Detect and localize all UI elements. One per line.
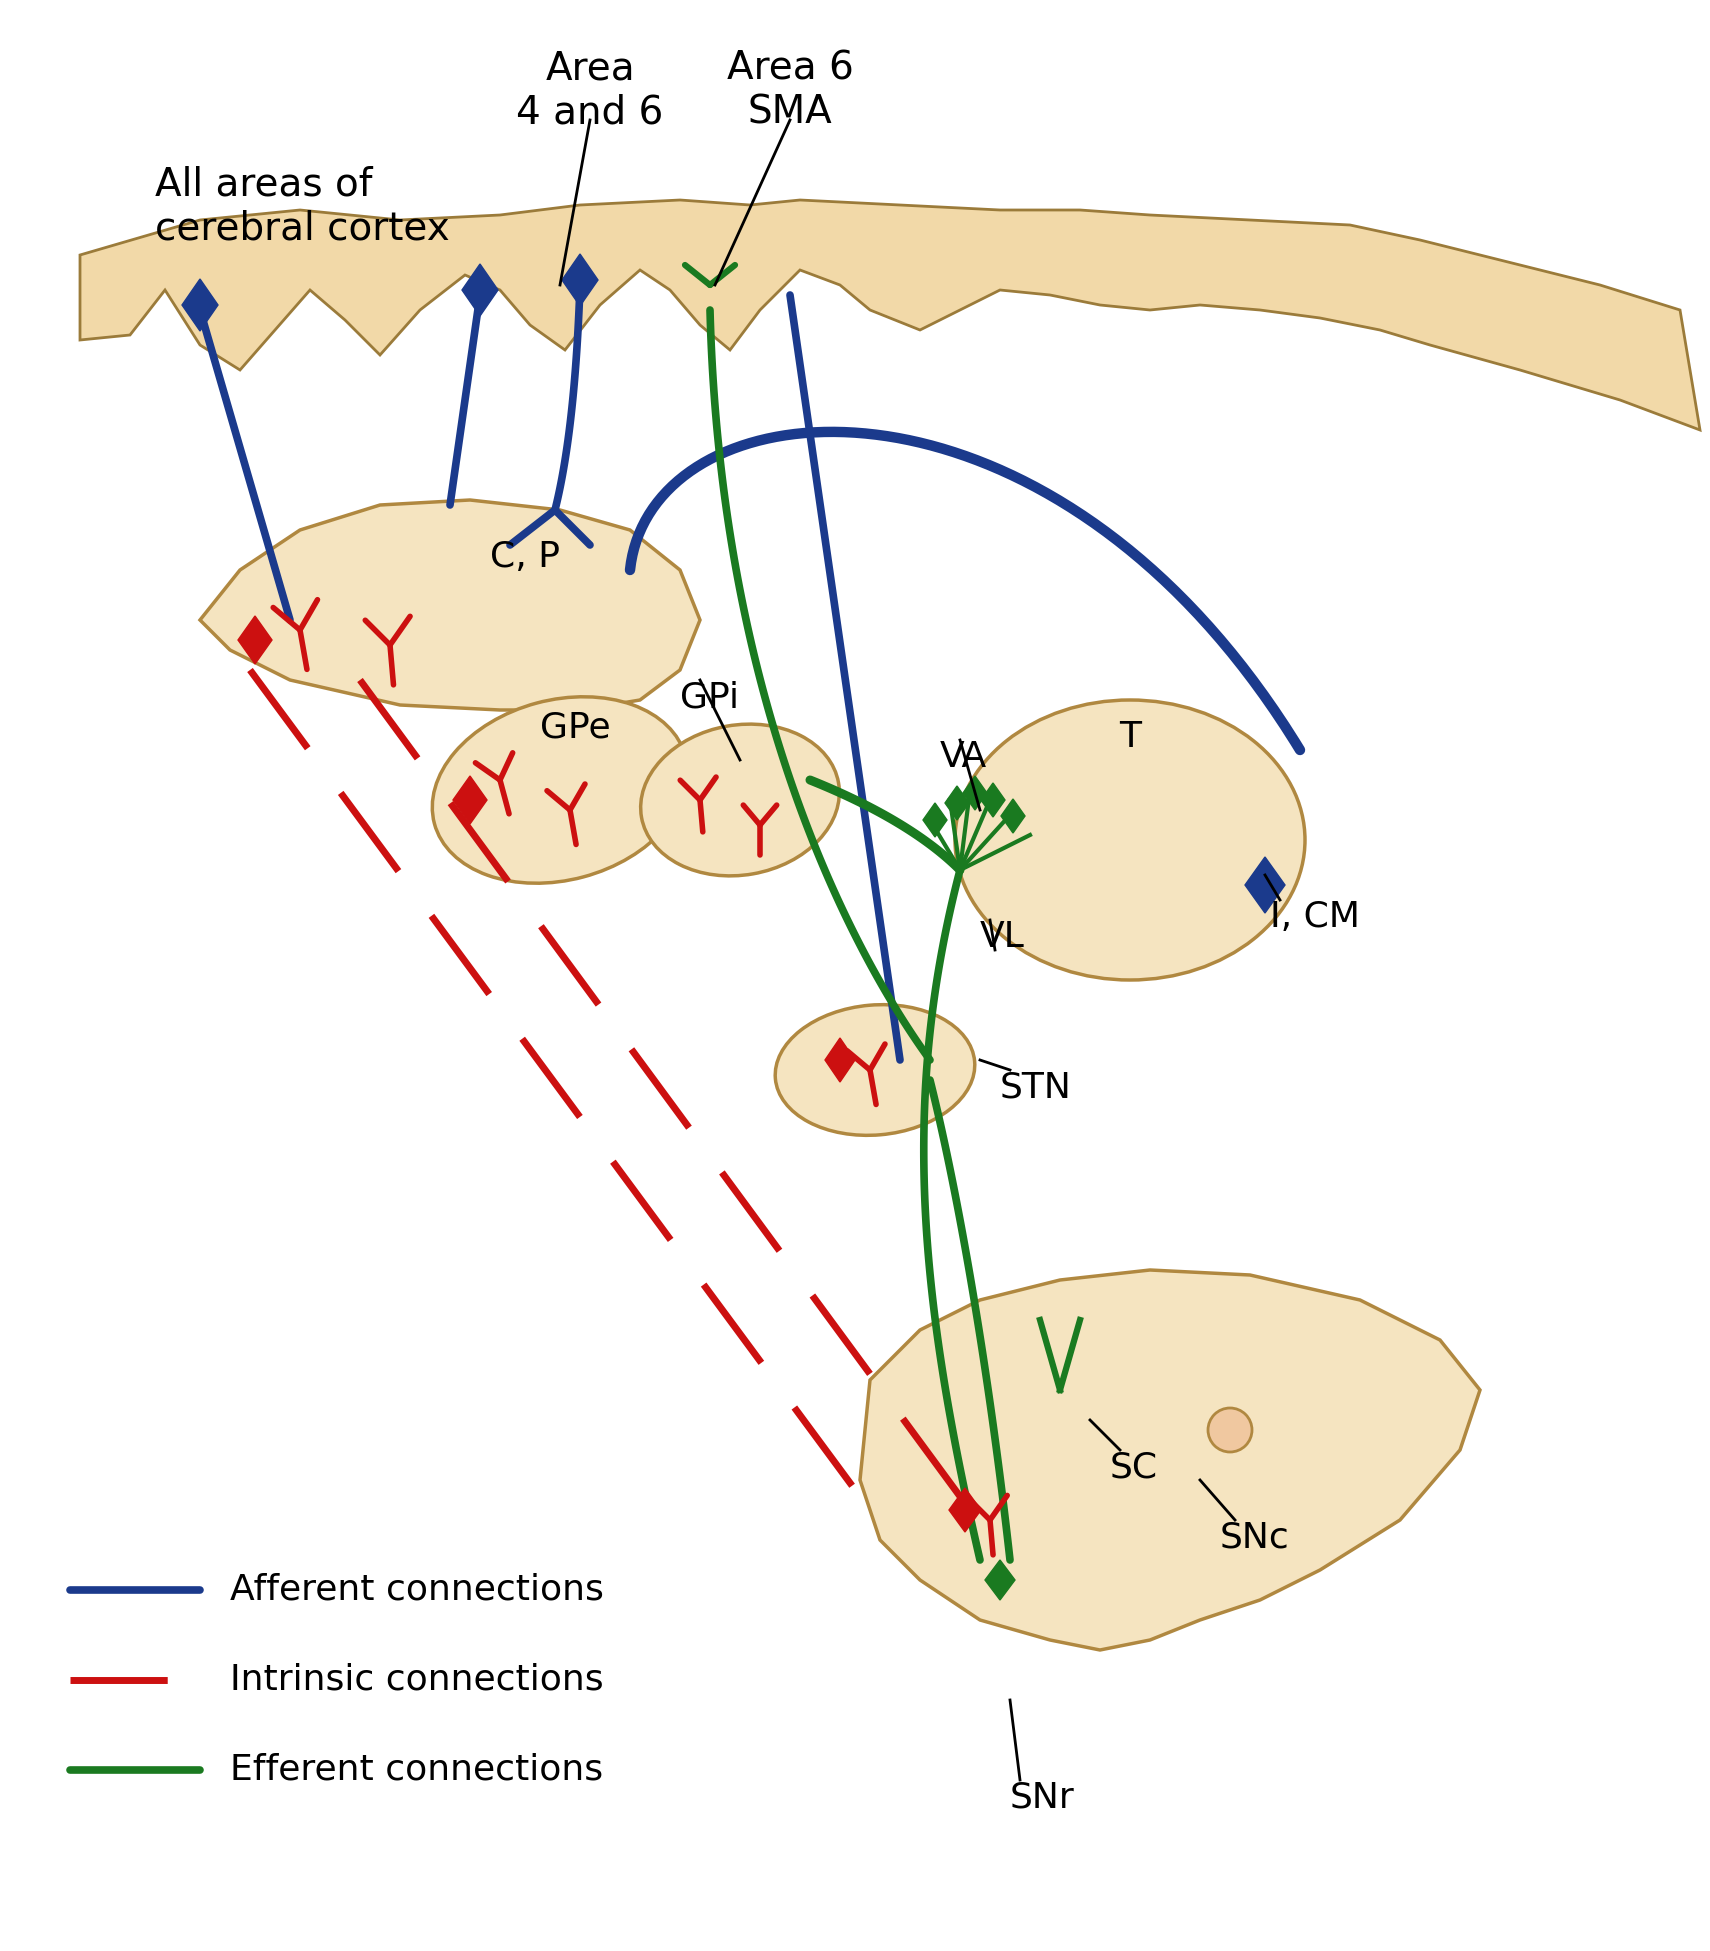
Text: Afferent connections: Afferent connections — [231, 1573, 604, 1608]
Text: Area 6
SMA: Area 6 SMA — [727, 51, 853, 133]
Polygon shape — [80, 201, 1700, 429]
Text: GPi: GPi — [681, 681, 739, 714]
Polygon shape — [453, 776, 487, 823]
Polygon shape — [923, 804, 947, 837]
Polygon shape — [946, 786, 970, 819]
Text: STN: STN — [1000, 1069, 1072, 1104]
Ellipse shape — [954, 700, 1305, 979]
Polygon shape — [181, 279, 217, 332]
Text: SNr: SNr — [1011, 1779, 1076, 1814]
Text: T: T — [1118, 720, 1141, 753]
Polygon shape — [462, 263, 498, 316]
Polygon shape — [985, 1561, 1016, 1600]
Polygon shape — [563, 254, 598, 306]
Ellipse shape — [641, 724, 840, 876]
Polygon shape — [238, 617, 272, 663]
Ellipse shape — [433, 697, 687, 884]
Text: Intrinsic connections: Intrinsic connections — [231, 1662, 604, 1697]
Polygon shape — [200, 499, 699, 710]
Text: All areas of
cerebral cortex: All areas of cerebral cortex — [156, 166, 450, 248]
Text: VA: VA — [941, 739, 987, 775]
Text: SNc: SNc — [1219, 1520, 1289, 1555]
Polygon shape — [963, 776, 987, 810]
Polygon shape — [1245, 856, 1284, 913]
Text: C, P: C, P — [491, 540, 559, 574]
Text: Area
4 and 6: Area 4 and 6 — [516, 51, 663, 133]
Polygon shape — [949, 1489, 982, 1532]
Text: I, CM: I, CM — [1271, 899, 1359, 935]
Ellipse shape — [775, 1005, 975, 1135]
Text: Efferent connections: Efferent connections — [231, 1754, 604, 1787]
Text: VL: VL — [980, 921, 1024, 954]
Polygon shape — [860, 1270, 1479, 1651]
Text: GPe: GPe — [540, 710, 610, 743]
Text: SC: SC — [1110, 1450, 1158, 1485]
Circle shape — [1207, 1409, 1252, 1452]
Polygon shape — [824, 1038, 855, 1083]
Polygon shape — [982, 782, 1005, 817]
Polygon shape — [1000, 800, 1024, 833]
